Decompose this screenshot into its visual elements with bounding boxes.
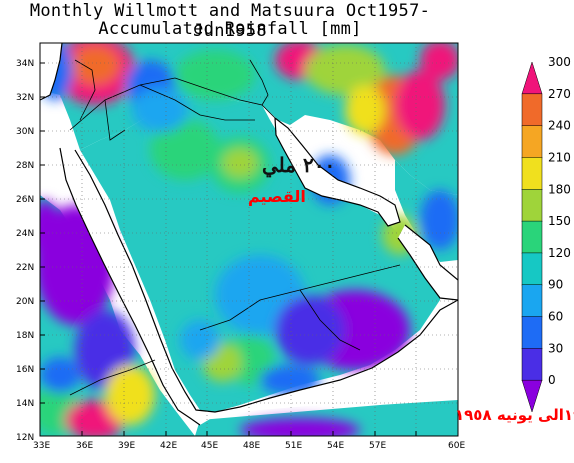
chart-title: Monthly Willmott and Matsuura Oct1957-Ju… <box>29 1 431 41</box>
lon-label: 45E <box>201 441 218 451</box>
colorbar-segment <box>521 252 543 286</box>
lat-label: 32N <box>16 93 34 103</box>
lat-label: 34N <box>16 59 34 69</box>
colorbar-segment <box>521 93 543 127</box>
lat-label: 20N <box>16 297 34 307</box>
lon-label: 60E <box>448 441 465 451</box>
latitude-labels: 12N 14N 16N 18N 20N 22N 24N 26N 28N 30N … <box>16 59 34 443</box>
rainfall-field <box>40 43 458 436</box>
colorbar: 0 30 60 90 120 150 180 210 240 270 300 <box>521 55 571 413</box>
colorbar-label: 180 <box>548 182 571 196</box>
lat-label: 22N <box>16 263 34 273</box>
lon-label: 36E <box>76 441 93 451</box>
lat-label: 16N <box>16 365 34 375</box>
colorbar-segment <box>521 61 543 95</box>
place-name-annotation: القصيم <box>248 187 306 206</box>
lat-label: 30N <box>16 127 34 137</box>
longitude-labels: 33E 36E 39E 42E 45E 48E 51E 54E 57E 60E <box>33 441 465 451</box>
colorbar-label: 120 <box>548 246 571 260</box>
colorbar-segment <box>521 125 543 159</box>
lat-label: 26N <box>16 195 34 205</box>
colorbar-segment <box>521 220 543 254</box>
chart-subtitle: Accumulated Rainfall [mm] <box>98 19 362 39</box>
rainfall-blobs <box>40 43 458 436</box>
coastlines <box>40 43 458 426</box>
colorbar-label: 150 <box>548 214 571 228</box>
colorbar-segment <box>521 348 543 381</box>
colorbar-label: 60 <box>548 310 563 324</box>
colorbar-segment <box>521 157 543 191</box>
axis-ticks <box>40 62 417 436</box>
rainfall-value-annotation: ٢٠٠ ملي <box>262 153 335 178</box>
colorbar-label: 270 <box>548 87 571 101</box>
country-borders <box>69 59 401 396</box>
lon-label: 57E <box>369 441 386 451</box>
colorbar-segment <box>521 189 543 222</box>
lon-label: 42E <box>160 441 177 451</box>
lat-label: 28N <box>16 161 34 171</box>
lat-label: 24N <box>16 229 34 239</box>
period-annotation: من اكتوبر ١٩٥٧الى يونيه ١٩٥٨ <box>455 406 574 424</box>
lon-label: 51E <box>285 441 302 451</box>
lon-label: 33E <box>33 441 50 451</box>
colorbar-label: 0 <box>548 373 556 387</box>
graticule <box>40 43 458 436</box>
colorbar-label: 30 <box>548 341 563 355</box>
lat-label: 14N <box>16 399 34 409</box>
colorbar-label: 90 <box>548 278 563 292</box>
colorbar-segment <box>521 379 543 413</box>
lat-label: 18N <box>16 331 34 341</box>
colorbar-segment <box>521 316 543 350</box>
lon-label: 54E <box>327 441 344 451</box>
colorbar-segment <box>521 284 543 318</box>
colorbar-label: 300 <box>548 55 571 69</box>
lon-label: 48E <box>243 441 260 451</box>
colorbar-label: 240 <box>548 119 571 133</box>
colorbar-label: 210 <box>548 150 571 164</box>
lon-label: 39E <box>118 441 135 451</box>
lat-label: 12N <box>16 433 34 443</box>
